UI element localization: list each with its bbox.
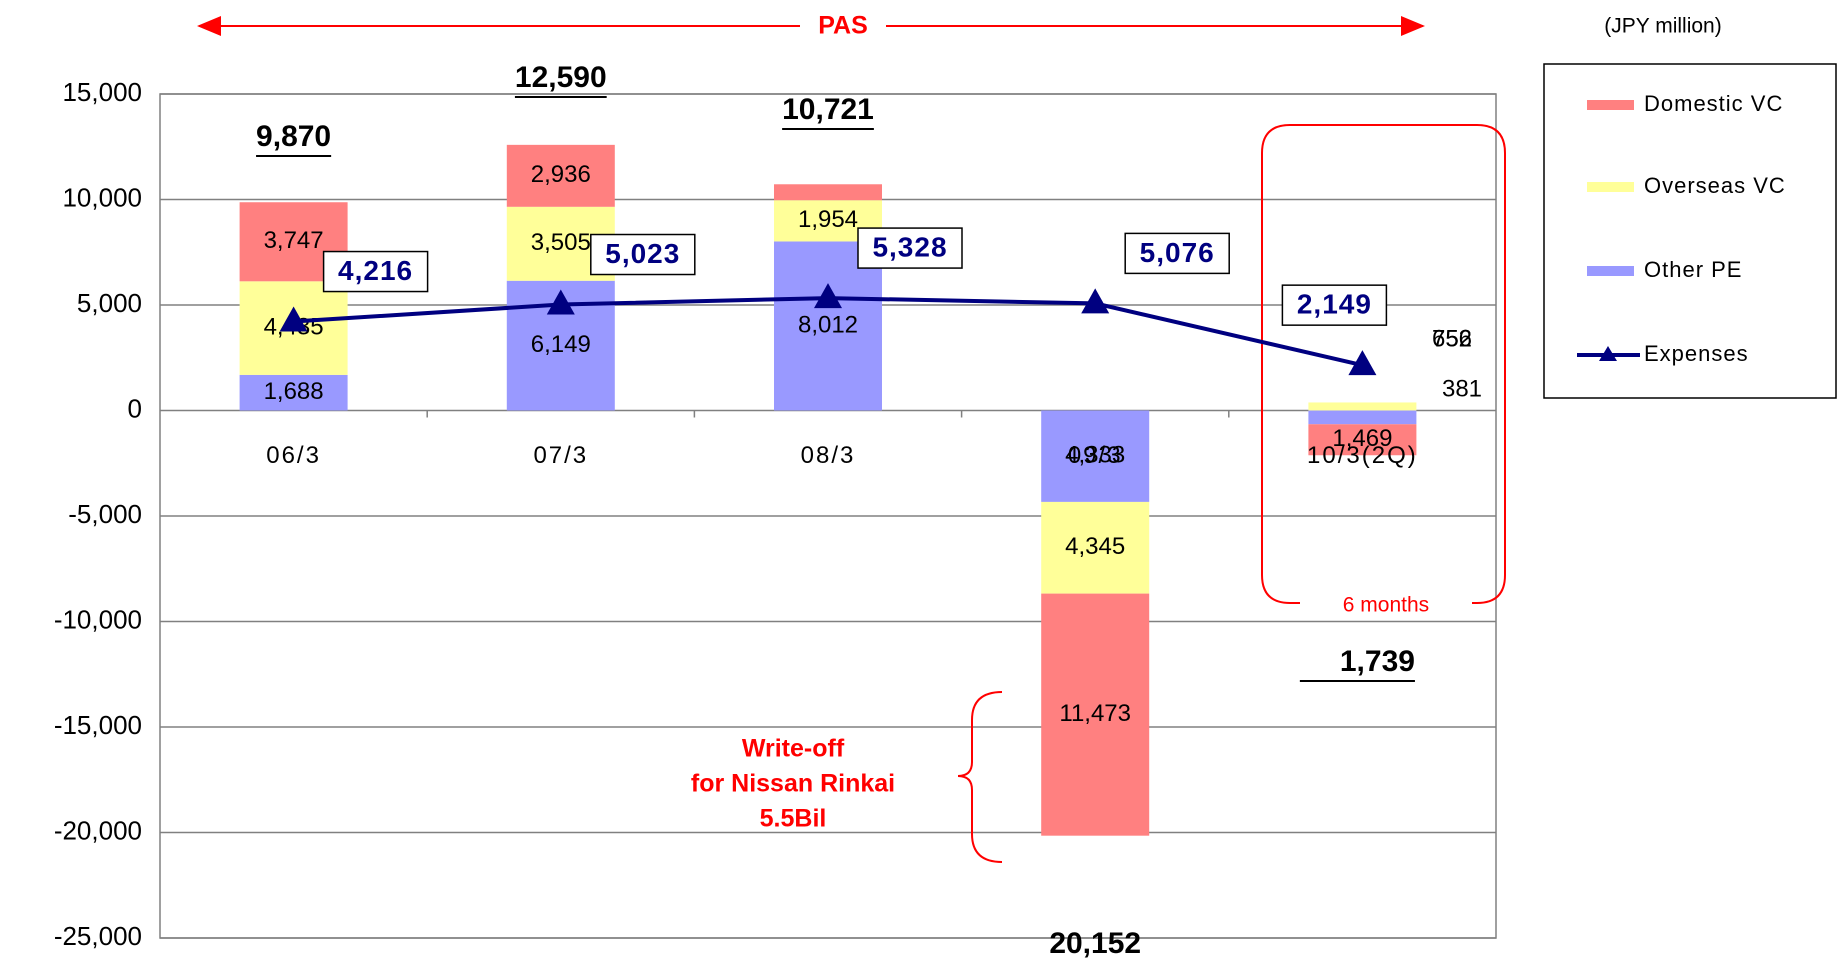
y-tick-label: -10,000 bbox=[54, 604, 142, 634]
expenses-marker bbox=[546, 289, 575, 315]
x-tick-label: 08/3 bbox=[801, 442, 856, 469]
bar-segment bbox=[1308, 402, 1417, 411]
pas-label: PAS bbox=[818, 12, 868, 40]
expenses-label: 5,023 bbox=[605, 238, 680, 269]
value-label: 4,345 bbox=[1065, 533, 1125, 560]
bar-segment bbox=[774, 241, 882, 411]
legend-swatch bbox=[1587, 182, 1634, 192]
expenses-label: 5,328 bbox=[872, 231, 947, 262]
period-label: 6 months bbox=[1343, 594, 1429, 617]
x-tick-label: 07/3 bbox=[533, 442, 588, 469]
x-tick-label: 06/3 bbox=[266, 442, 321, 469]
value-label: 6,149 bbox=[531, 331, 591, 358]
expenses-marker bbox=[814, 283, 842, 309]
y-tick-label: 5,000 bbox=[77, 288, 142, 318]
bar-segment bbox=[1041, 593, 1150, 836]
expenses-label-box bbox=[322, 250, 429, 293]
expenses-label: 5,076 bbox=[1140, 237, 1215, 268]
bar-segment bbox=[1308, 424, 1417, 456]
y-tick-label: -20,000 bbox=[54, 815, 142, 845]
y-tick-label: -5,000 bbox=[68, 499, 142, 529]
value-label: 1,954 bbox=[798, 206, 858, 233]
value-label: 4,333 bbox=[1065, 442, 1125, 469]
total-label: 12,590 bbox=[515, 61, 607, 94]
expenses-marker bbox=[1081, 288, 1110, 314]
value-label: 8,012 bbox=[798, 311, 858, 338]
expenses-label-box bbox=[590, 233, 696, 276]
value-label: 2,936 bbox=[531, 161, 591, 188]
value-label: 11,473 bbox=[1059, 700, 1131, 727]
x-tick-label: 09/3 bbox=[1068, 442, 1123, 469]
expenses-label: 2,149 bbox=[1297, 289, 1372, 320]
legend-swatch bbox=[1587, 100, 1634, 110]
legend-label: Domestic VC bbox=[1644, 91, 1783, 116]
bar-segment bbox=[506, 144, 615, 207]
writeoff-label: Write-off bbox=[742, 735, 845, 763]
x-tick-label: 10/3(2Q) bbox=[1307, 442, 1418, 469]
writeoff-label: for Nissan Rinkai bbox=[691, 770, 895, 798]
legend bbox=[1543, 63, 1837, 399]
legend-label: Expenses bbox=[1644, 341, 1749, 366]
value-label: 381 bbox=[1442, 375, 1482, 402]
y-tick-label: 0 bbox=[128, 393, 142, 423]
legend-marker bbox=[1599, 346, 1617, 361]
writeoff-label: 5.5Bil bbox=[760, 805, 827, 833]
legend-label: Overseas VC bbox=[1644, 173, 1786, 198]
value-label: 1,469 bbox=[1332, 425, 1392, 452]
value-label: 3,747 bbox=[264, 227, 324, 254]
unit-label: (JPY million) bbox=[1604, 15, 1721, 38]
total-label: 20,152 bbox=[1049, 927, 1141, 960]
plot-area bbox=[159, 93, 1497, 939]
legend-swatch bbox=[1587, 266, 1634, 276]
value-label: 756 bbox=[1432, 325, 1472, 352]
bar-segment bbox=[1041, 501, 1150, 594]
legend-label: Other PE bbox=[1644, 257, 1742, 282]
y-tick-label: 10,000 bbox=[62, 182, 142, 212]
expenses-label-box bbox=[1281, 284, 1388, 326]
expenses-marker bbox=[1348, 350, 1377, 376]
value-label: 652 bbox=[1432, 325, 1472, 352]
expenses-label-box bbox=[1124, 232, 1230, 275]
writeoff-brace bbox=[957, 691, 1003, 863]
value-label: 3,505 bbox=[531, 229, 591, 256]
y-tick-label: -25,000 bbox=[54, 921, 142, 951]
total-label: 9,870 bbox=[256, 120, 331, 153]
expenses-label: 4,216 bbox=[338, 255, 413, 286]
y-tick-label: 15,000 bbox=[62, 77, 142, 107]
bar-segment bbox=[1041, 410, 1150, 502]
expenses-label-box bbox=[857, 227, 963, 269]
total-label: 1,739 bbox=[1340, 645, 1415, 678]
bar-segment bbox=[239, 374, 348, 411]
bar-segment bbox=[1308, 410, 1417, 425]
total-label: 10,721 bbox=[782, 93, 874, 126]
y-tick-label: -15,000 bbox=[54, 710, 142, 740]
bar-segment bbox=[774, 184, 882, 201]
expenses-marker bbox=[279, 306, 308, 332]
value-label: 1,688 bbox=[264, 378, 324, 405]
period-bracket bbox=[1261, 124, 1506, 604]
